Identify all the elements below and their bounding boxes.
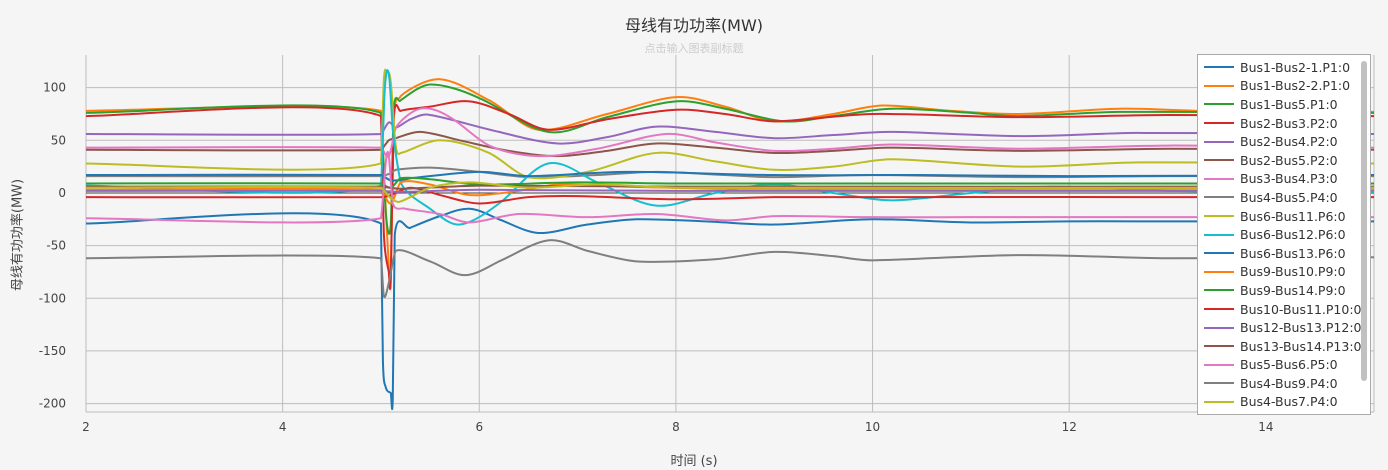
legend-label: Bus3-Bus4.P3:0	[1240, 171, 1338, 187]
tick-labels: 2 4 6 8 10 12 14 -200 -150 -100 -50 0 50 100	[39, 81, 1274, 434]
legend-swatch	[1204, 122, 1234, 125]
x-axis-label: 时间 (s)	[670, 454, 718, 469]
series-line-Bus10-Bus11.P10:0	[86, 186, 1374, 205]
legend-swatch	[1204, 363, 1234, 366]
series-line-Bus2-Bus4.P2:0	[86, 113, 1374, 145]
series-line-Bus12-Bus13.P12:0	[86, 188, 1374, 193]
legend-swatch	[1204, 66, 1234, 69]
y-tick-label: -50	[46, 239, 66, 253]
legend-label: Bus6-Bus13.P6:0	[1240, 245, 1346, 261]
legend-item[interactable]: Bus13-Bus14.P13:0	[1198, 337, 1370, 356]
series-line-Bus4-Bus5.P4:0	[86, 166, 1374, 179]
legend-label: Bus4-Bus7.P4:0	[1240, 394, 1338, 410]
x-tick-label: 12	[1062, 420, 1077, 434]
legend-item[interactable]: Bus5-Bus6.P5:0	[1198, 356, 1370, 375]
x-tick-label: 10	[865, 420, 880, 434]
y-tick-label: -200	[39, 397, 66, 411]
legend-label: Bus2-Bus3.P2:0	[1240, 115, 1338, 131]
series-line-Bus2-Bus5.P2:0	[86, 130, 1374, 158]
y-tick-label: 100	[43, 81, 66, 95]
legend-scrollbar[interactable]	[1361, 61, 1367, 381]
legend-item[interactable]: Bus2-Bus4.P2:0	[1198, 132, 1370, 151]
legend-item[interactable]: Bus4-Bus9.P4:0	[1198, 374, 1370, 393]
legend-swatch	[1204, 289, 1234, 292]
legend-item[interactable]: Bus3-Bus4.P3:0	[1198, 170, 1370, 189]
legend-swatch	[1204, 215, 1234, 218]
legend-item[interactable]: Bus1-Bus2-1.P1:0	[1198, 58, 1370, 77]
series-line-Bus4-Bus7.P4:0	[86, 181, 1374, 203]
legend-item[interactable]: Bus9-Bus10.P9:0	[1198, 263, 1370, 282]
legend-label: Bus1-Bus5.P1:0	[1240, 96, 1338, 112]
legend-label: Bus12-Bus13.P12:0	[1240, 320, 1362, 336]
legend-swatch	[1204, 233, 1234, 236]
legend-label: Bus4-Bus5.P4:0	[1240, 189, 1338, 205]
legend-item[interactable]: Bus12-Bus13.P12:0	[1198, 318, 1370, 337]
legend-swatch	[1204, 270, 1234, 273]
legend-label: Bus4-Bus9.P4:0	[1240, 375, 1338, 391]
legend-swatch	[1204, 103, 1234, 106]
legend-label: Bus10-Bus11.P10:0	[1240, 301, 1362, 317]
legend-item[interactable]: Bus4-Bus5.P4:0	[1198, 188, 1370, 207]
chart-title: 母线有功功率(MW)	[624, 16, 764, 35]
y-tick-label: 0	[58, 186, 66, 200]
legend-item[interactable]: Bus6-Bus11.P6:0	[1198, 207, 1370, 226]
legend-swatch	[1204, 400, 1234, 403]
legend-item[interactable]: Bus6-Bus12.P6:0	[1198, 225, 1370, 244]
legend-item[interactable]: Bus4-Bus7.P4:0	[1198, 393, 1370, 412]
x-tick-label: 14	[1258, 420, 1273, 434]
legend-swatch	[1204, 252, 1234, 255]
legend-label: Bus6-Bus11.P6:0	[1240, 208, 1346, 224]
legend-label: Bus1-Bus2-1.P1:0	[1240, 59, 1351, 75]
y-tick-label: 50	[51, 133, 66, 147]
y-tick-label: -150	[39, 344, 66, 358]
legend-swatch	[1204, 140, 1234, 143]
chart-subtitle[interactable]: 点击输入图表副标题	[644, 42, 744, 55]
series-line-Bus6-Bus11.P6:0	[86, 68, 1374, 180]
legend-swatch	[1204, 345, 1234, 348]
legend-label: Bus1-Bus2-2.P1:0	[1240, 78, 1351, 94]
legend-item[interactable]: Bus2-Bus5.P2:0	[1198, 151, 1370, 170]
legend-label: Bus2-Bus4.P2:0	[1240, 134, 1338, 150]
legend-item[interactable]: Bus6-Bus13.P6:0	[1198, 244, 1370, 263]
series-line-Bus1-Bus2-2.P1:0	[86, 78, 1374, 291]
legend-swatch	[1204, 382, 1234, 385]
series-line-Bus6-Bus13.P6:0	[86, 170, 1374, 182]
legend-item[interactable]: Bus9-Bus14.P9:0	[1198, 281, 1370, 300]
series-line-Bus5-Bus6.P5:0	[86, 150, 1374, 224]
series-lines	[86, 68, 1374, 410]
legend-swatch	[1204, 177, 1234, 180]
series-line-Bus1-Bus2-1.P1:0	[86, 207, 1374, 410]
legend: Bus1-Bus2-1.P1:0 Bus1-Bus2-2.P1:0 Bus1-Bus…	[1197, 54, 1371, 415]
series-line-Bus2-Bus3.P2:0	[86, 100, 1374, 290]
x-tick-label: 8	[672, 420, 680, 434]
legend-item[interactable]: Bus2-Bus3.P2:0	[1198, 114, 1370, 133]
legend-label: Bus13-Bus14.P13:0	[1240, 338, 1362, 354]
legend-label: Bus2-Bus5.P2:0	[1240, 152, 1338, 168]
legend-label: Bus9-Bus14.P9:0	[1240, 282, 1346, 298]
legend-swatch	[1204, 196, 1234, 199]
legend-swatch	[1204, 159, 1234, 162]
x-tick-label: 2	[82, 420, 90, 434]
legend-label: Bus9-Bus10.P9:0	[1240, 264, 1346, 280]
legend-swatch	[1204, 84, 1234, 87]
y-tick-label: -100	[39, 291, 66, 305]
series-line-Bus4-Bus9.P4:0	[86, 239, 1374, 299]
x-tick-label: 4	[279, 420, 287, 434]
legend-swatch	[1204, 326, 1234, 329]
x-tick-label: 6	[475, 420, 483, 434]
legend-label: Bus5-Bus6.P5:0	[1240, 357, 1338, 373]
y-axis-label: 母线有功功率(MW)	[10, 178, 26, 292]
legend-item[interactable]: Bus1-Bus5.P1:0	[1198, 95, 1370, 114]
legend-label: Bus6-Bus12.P6:0	[1240, 227, 1346, 243]
legend-swatch	[1204, 308, 1234, 311]
legend-item[interactable]: Bus10-Bus11.P10:0	[1198, 300, 1370, 319]
legend-item[interactable]: Bus1-Bus2-2.P1:0	[1198, 77, 1370, 96]
